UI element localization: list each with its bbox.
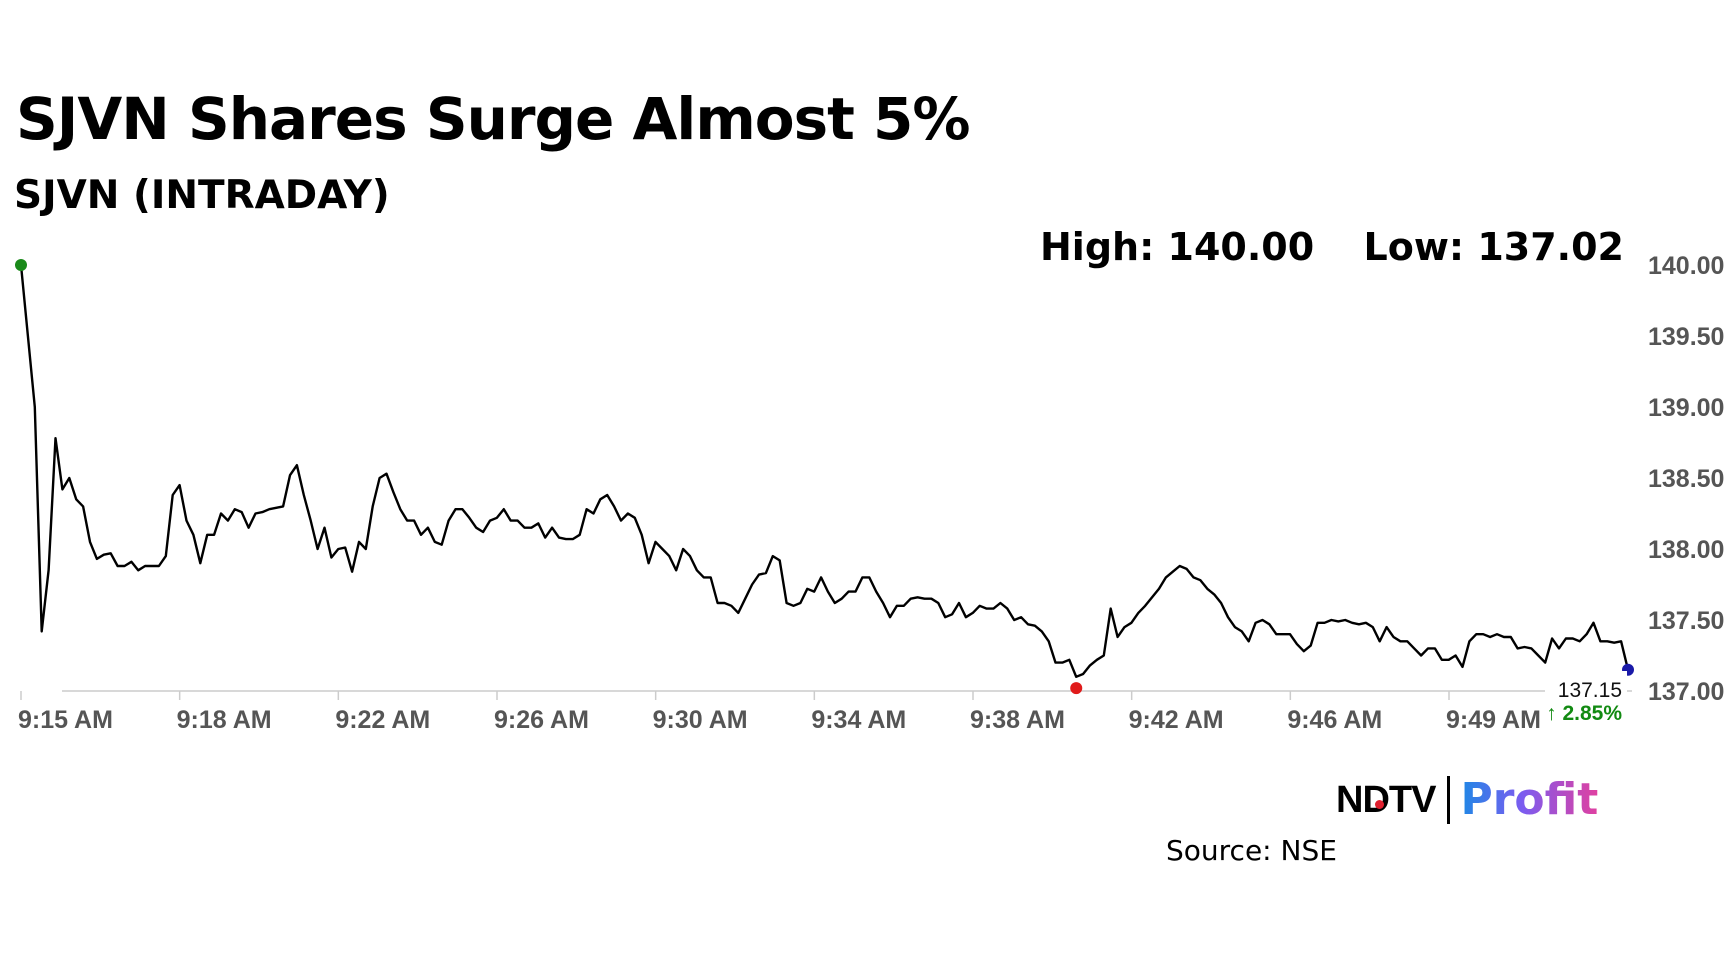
ndtv-profit-logo: NDTV Profit	[1336, 772, 1598, 828]
chart-title: SJVN Shares Surge Almost 5%	[16, 85, 971, 153]
y-tick-label: 140.00	[1648, 252, 1724, 280]
y-tick-label: 139.50	[1648, 323, 1724, 351]
last-price-box	[1545, 671, 1627, 721]
x-tick-label: 9:34 AM	[811, 706, 906, 734]
x-tick-label: 9:38 AM	[970, 706, 1065, 734]
x-tick-label: 9:26 AM	[494, 706, 589, 734]
high-point-marker	[15, 259, 27, 271]
x-tick-label: 9:30 AM	[653, 706, 748, 734]
logo-divider	[1447, 776, 1451, 824]
profit-logo-text: Profit	[1460, 774, 1599, 825]
y-tick-label: 137.00	[1648, 678, 1724, 706]
x-tick-label: 9:22 AM	[335, 706, 430, 734]
source-note: Source: NSE	[1166, 834, 1337, 867]
low-label: Low: 137.02	[1363, 225, 1625, 269]
x-tick-label: 9:49 AM	[1446, 706, 1541, 734]
x-tick-label: 9:46 AM	[1287, 706, 1382, 734]
x-tick-label: 9:15 AM	[18, 706, 113, 734]
y-tick-label: 137.50	[1648, 607, 1724, 635]
chart-subtitle: SJVN (INTRADAY)	[14, 173, 390, 218]
ndtv-logo-text: NDTV	[1336, 779, 1436, 821]
y-tick-label: 138.50	[1648, 465, 1724, 493]
percent-change-label: ↑ 2.85%	[1546, 702, 1622, 725]
x-tick-label: 9:42 AM	[1129, 706, 1224, 734]
y-tick-label: 139.00	[1648, 394, 1724, 422]
last-price-label: 137.15	[1558, 679, 1622, 702]
x-axis: 9:15 AM 9:18 AM 9:22 AM 9:26 AM 9:30 AM 9:34 …	[18, 691, 1541, 734]
price-series-line	[19, 263, 1630, 678]
y-axis: 140.00 139.50 139.00 138.50 138.00 137.50 137.…	[1648, 252, 1724, 706]
x-tick-label: 9:18 AM	[177, 706, 272, 734]
y-tick-label: 138.00	[1648, 536, 1724, 564]
low-point-marker	[1070, 682, 1083, 695]
high-label: High: 140.00	[1040, 225, 1315, 269]
